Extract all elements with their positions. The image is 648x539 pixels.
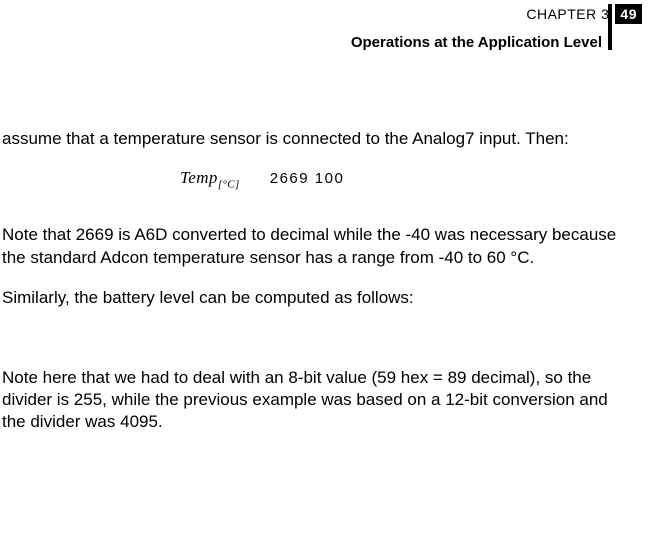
formula-temp: Temp[°C] 2669 100 xyxy=(2,168,632,190)
formula-name: Temp xyxy=(180,168,218,187)
header-divider-bar xyxy=(608,4,612,50)
section-title: Operations at the Application Level xyxy=(351,34,602,51)
paragraph-intro: assume that a temperature sensor is conn… xyxy=(2,128,632,150)
paragraph-note-2: Note here that we had to deal with an 8-… xyxy=(2,367,632,433)
page: CHAPTER 3 49 Operations at the Applicati… xyxy=(0,0,648,539)
page-header: CHAPTER 3 49 xyxy=(526,4,642,24)
formula-placeholder-gap xyxy=(2,327,632,367)
formula-subscript: [°C] xyxy=(218,178,240,190)
paragraph-note-1: Note that 2669 is A6D converted to decim… xyxy=(2,224,632,268)
chapter-label: CHAPTER 3 xyxy=(526,6,609,22)
paragraph-battery: Similarly, the battery level can be comp… xyxy=(2,287,632,309)
page-number: 49 xyxy=(615,4,642,24)
formula-numbers: 2669 100 xyxy=(270,170,345,187)
body-content: assume that a temperature sensor is conn… xyxy=(2,128,632,451)
